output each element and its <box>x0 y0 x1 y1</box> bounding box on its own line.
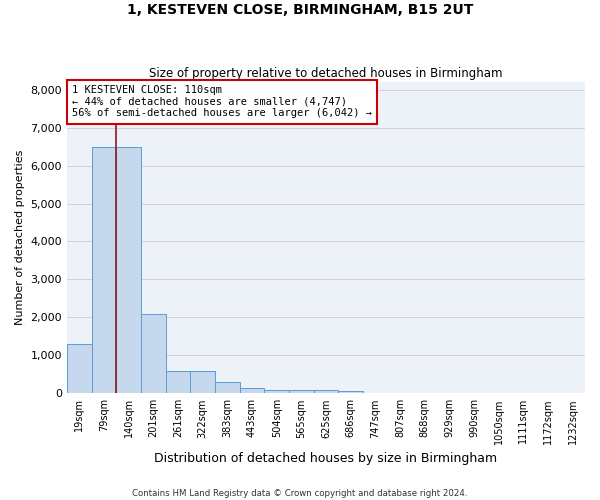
Bar <box>190 370 215 394</box>
Bar <box>92 146 116 394</box>
Bar <box>314 390 338 394</box>
Text: Contains HM Land Registry data © Crown copyright and database right 2024.: Contains HM Land Registry data © Crown c… <box>132 488 468 498</box>
Bar <box>265 390 289 394</box>
Y-axis label: Number of detached properties: Number of detached properties <box>15 150 25 326</box>
Bar <box>141 314 166 394</box>
X-axis label: Distribution of detached houses by size in Birmingham: Distribution of detached houses by size … <box>154 452 497 465</box>
Text: 1, KESTEVEN CLOSE, BIRMINGHAM, B15 2UT: 1, KESTEVEN CLOSE, BIRMINGHAM, B15 2UT <box>127 2 473 16</box>
Title: Size of property relative to detached houses in Birmingham: Size of property relative to detached ho… <box>149 66 503 80</box>
Bar <box>67 344 92 394</box>
Bar <box>116 146 141 394</box>
Bar <box>215 382 239 394</box>
Bar <box>239 388 265 394</box>
Bar <box>166 370 190 394</box>
Text: 1 KESTEVEN CLOSE: 110sqm
← 44% of detached houses are smaller (4,747)
56% of sem: 1 KESTEVEN CLOSE: 110sqm ← 44% of detach… <box>72 85 372 118</box>
Bar <box>338 392 363 394</box>
Bar <box>289 390 314 394</box>
